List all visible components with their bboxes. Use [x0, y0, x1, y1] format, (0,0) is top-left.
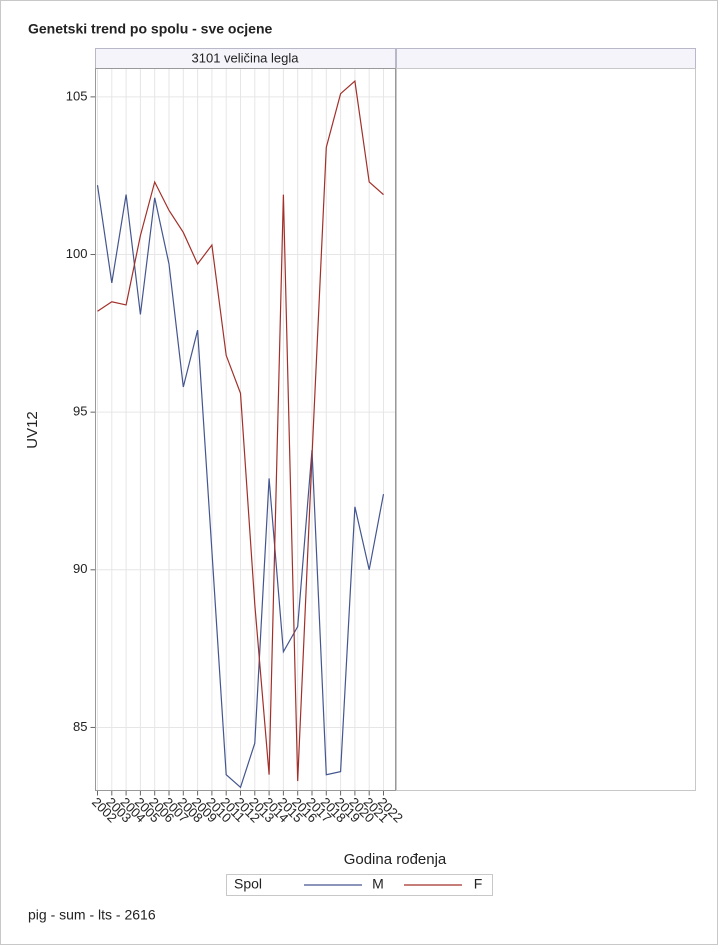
y-tick-label: 95	[73, 404, 87, 419]
x-axis-label: Godina rođenja	[344, 851, 447, 868]
legend-title: Spol	[234, 876, 262, 892]
y-tick-label: 100	[66, 246, 88, 261]
y-tick-label: 105	[66, 88, 88, 103]
legend-label: M	[372, 876, 384, 892]
panel-label: 3101 veličina legla	[192, 50, 300, 65]
footnote: pig - sum - lts - 2616	[28, 907, 156, 923]
y-tick-label: 85	[73, 719, 87, 734]
plot-frame	[95, 68, 396, 791]
panel-header	[396, 48, 696, 69]
y-axis-label: UV12	[24, 411, 41, 449]
empty-panel	[396, 68, 696, 791]
legend-label: F	[474, 876, 483, 892]
chart-title: Genetski trend po spolu - sve ocjene	[28, 21, 272, 37]
y-tick-label: 90	[73, 561, 87, 576]
series-line	[96, 185, 385, 789]
series-line	[97, 79, 384, 782]
